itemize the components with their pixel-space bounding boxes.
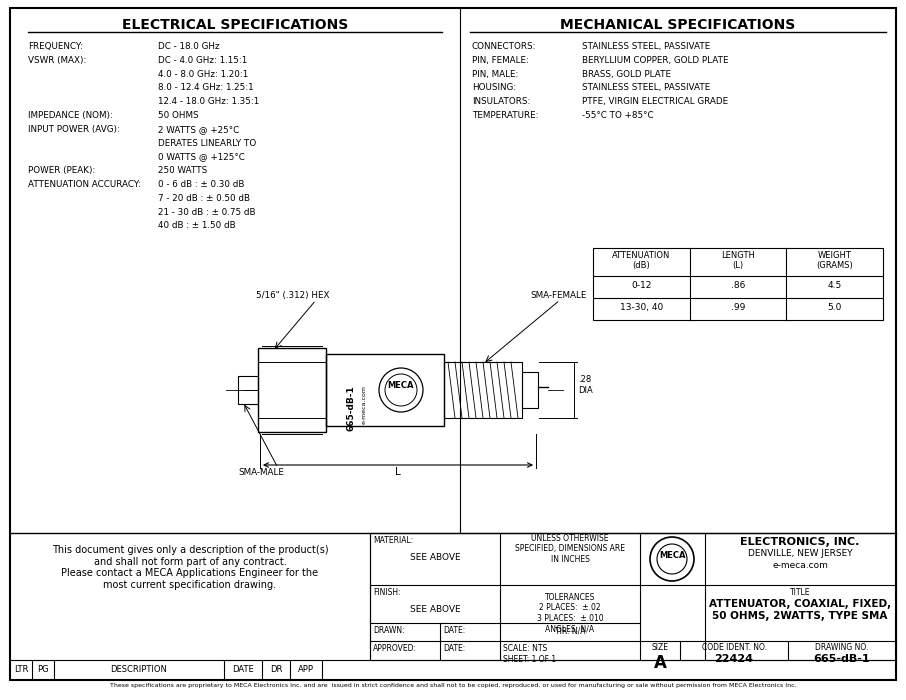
Text: APPROVED:: APPROVED: [373, 644, 417, 653]
Bar [326, 354, 444, 426]
Bar [444, 362, 522, 418]
Text: DERATES LINEARLY TO: DERATES LINEARLY TO [158, 139, 256, 148]
Text: 0-12: 0-12 [631, 281, 651, 290]
Text: HOUSING:: HOUSING: [472, 83, 516, 92]
Text: ELECTRICAL SPECIFICATIONS: ELECTRICAL SPECIFICATIONS [122, 18, 348, 32]
Text: These specifications are proprietary to MECA Electronics Inc. and are  issued in: These specifications are proprietary to … [110, 683, 796, 688]
Text: DENVILLE, NEW JERSEY: DENVILLE, NEW JERSEY [747, 549, 853, 558]
Text: TIR: N/A: TIR: N/A [554, 626, 585, 635]
Text: WEIGHT
(GRAMS): WEIGHT (GRAMS) [816, 251, 853, 270]
Text: .28
DIA: .28 DIA [578, 375, 593, 395]
Text: UNLESS OTHERWISE
SPECIFIED, DIMENSIONS ARE
IN INCHES: UNLESS OTHERWISE SPECIFIED, DIMENSIONS A… [515, 534, 625, 564]
Text: LENGTH
(L): LENGTH (L) [721, 251, 755, 270]
Text: TOLERANCES
2 PLACES:  ±.02
3 PLACES:  ±.010
ANGLES: N/A: TOLERANCES 2 PLACES: ±.02 3 PLACES: ±.01… [536, 593, 603, 634]
Text: FINISH:: FINISH: [373, 588, 400, 597]
Text: SMA-MALE: SMA-MALE [238, 468, 284, 477]
Text: 665-dB-1: 665-dB-1 [814, 654, 871, 664]
Text: INSULATORS:: INSULATORS: [472, 97, 530, 106]
Text: TITLE: TITLE [790, 588, 810, 597]
Text: DATE:: DATE: [443, 644, 466, 653]
Text: 665-dB-1: 665-dB-1 [346, 385, 355, 431]
Text: 5/16" (.312) HEX: 5/16" (.312) HEX [256, 291, 330, 300]
Text: e-meca.com: e-meca.com [361, 384, 367, 424]
Bar [522, 372, 538, 408]
Text: 0 - 6 dB : ± 0.30 dB: 0 - 6 dB : ± 0.30 dB [158, 180, 245, 189]
Text: POWER (PEAK):: POWER (PEAK): [28, 166, 95, 175]
Text: 5.0: 5.0 [827, 303, 842, 312]
Text: STAINLESS STEEL, PASSIVATE: STAINLESS STEEL, PASSIVATE [582, 42, 710, 51]
Bar [593, 248, 883, 320]
Bar [258, 348, 326, 432]
Text: 7 - 20 dB : ± 0.50 dB: 7 - 20 dB : ± 0.50 dB [158, 194, 250, 203]
Text: TEMPERATURE:: TEMPERATURE: [472, 111, 538, 120]
Text: 50 OHMS: 50 OHMS [158, 111, 198, 120]
Text: .86: .86 [731, 281, 746, 290]
Text: PIN, FEMALE:: PIN, FEMALE: [472, 56, 529, 65]
Text: 40 dB : ± 1.50 dB: 40 dB : ± 1.50 dB [158, 221, 236, 230]
Text: 12.4 - 18.0 GHz: 1.35:1: 12.4 - 18.0 GHz: 1.35:1 [158, 97, 259, 106]
Text: ELECTRONICS, INC.: ELECTRONICS, INC. [740, 537, 860, 547]
Text: PIN, MALE:: PIN, MALE: [472, 69, 518, 78]
Text: MECHANICAL SPECIFICATIONS: MECHANICAL SPECIFICATIONS [561, 18, 795, 32]
Text: DR: DR [270, 665, 282, 674]
Text: SHEET: 1 OF 1: SHEET: 1 OF 1 [503, 655, 556, 664]
Text: CODE IDENT. NO.: CODE IDENT. NO. [701, 643, 766, 652]
Text: DATE:: DATE: [443, 626, 466, 635]
Text: PG: PG [37, 665, 49, 674]
Text: MECA: MECA [388, 382, 414, 391]
Text: e-meca.com: e-meca.com [772, 561, 828, 570]
Text: 4.0 - 8.0 GHz: 1.20:1: 4.0 - 8.0 GHz: 1.20:1 [158, 69, 248, 78]
Text: -55°C TO +85°C: -55°C TO +85°C [582, 111, 653, 120]
Text: ATTENUATOR, COAXIAL, FIXED,
50 OHMS, 2WATTS, TYPE SMA: ATTENUATOR, COAXIAL, FIXED, 50 OHMS, 2WA… [708, 599, 892, 621]
Bar [370, 533, 896, 660]
Text: BRASS, GOLD PLATE: BRASS, GOLD PLATE [582, 69, 671, 78]
Text: DRAWING NO.: DRAWING NO. [815, 643, 869, 652]
Text: ATTENUATION ACCURACY:: ATTENUATION ACCURACY: [28, 180, 141, 189]
Text: DESCRIPTION: DESCRIPTION [111, 665, 168, 674]
Text: 2 WATTS @ +25°C: 2 WATTS @ +25°C [158, 125, 239, 134]
Text: MECA: MECA [659, 552, 685, 561]
Text: DC - 18.0 GHz: DC - 18.0 GHz [158, 42, 219, 51]
Text: 0 WATTS @ +125°C: 0 WATTS @ +125°C [158, 153, 245, 162]
Text: L: L [395, 467, 400, 477]
Text: STAINLESS STEEL, PASSIVATE: STAINLESS STEEL, PASSIVATE [582, 83, 710, 92]
Text: SEE ABOVE: SEE ABOVE [410, 552, 460, 561]
Text: APP: APP [298, 665, 314, 674]
Text: LTR: LTR [14, 665, 28, 674]
Text: 250 WATTS: 250 WATTS [158, 166, 207, 175]
Text: SCALE: NTS: SCALE: NTS [503, 644, 547, 653]
Text: 4.5: 4.5 [827, 281, 842, 290]
Text: This document gives only a description of the product(s)
and shall not form part: This document gives only a description o… [52, 545, 328, 590]
Text: A: A [653, 654, 667, 672]
Bar [238, 376, 258, 404]
Text: DC - 4.0 GHz: 1.15:1: DC - 4.0 GHz: 1.15:1 [158, 56, 247, 65]
Text: DATE: DATE [232, 665, 254, 674]
Text: 13-30, 40: 13-30, 40 [620, 303, 663, 312]
Text: INPUT POWER (AVG):: INPUT POWER (AVG): [28, 125, 120, 134]
Text: SEE ABOVE: SEE ABOVE [410, 605, 460, 613]
Text: 22424: 22424 [715, 654, 754, 664]
Text: BERYLLIUM COPPER, GOLD PLATE: BERYLLIUM COPPER, GOLD PLATE [582, 56, 728, 65]
Text: VSWR (MAX):: VSWR (MAX): [28, 56, 86, 65]
Text: ATTENUATION
(dB): ATTENUATION (dB) [612, 251, 670, 270]
Text: PTFE, VIRGIN ELECTRICAL GRADE: PTFE, VIRGIN ELECTRICAL GRADE [582, 97, 728, 106]
Text: FREQUENCY:: FREQUENCY: [28, 42, 83, 51]
Text: CONNECTORS:: CONNECTORS: [472, 42, 536, 51]
Text: SMA-FEMALE: SMA-FEMALE [530, 291, 586, 300]
Text: SIZE: SIZE [651, 643, 669, 652]
Text: DRAWN:: DRAWN: [373, 626, 405, 635]
Text: 21 - 30 dB : ± 0.75 dB: 21 - 30 dB : ± 0.75 dB [158, 208, 255, 216]
Text: 8.0 - 12.4 GHz: 1.25:1: 8.0 - 12.4 GHz: 1.25:1 [158, 83, 254, 92]
Text: IMPEDANCE (NOM):: IMPEDANCE (NOM): [28, 111, 113, 120]
Text: MATERIAL:: MATERIAL: [373, 536, 413, 545]
Text: .99: .99 [731, 303, 746, 312]
